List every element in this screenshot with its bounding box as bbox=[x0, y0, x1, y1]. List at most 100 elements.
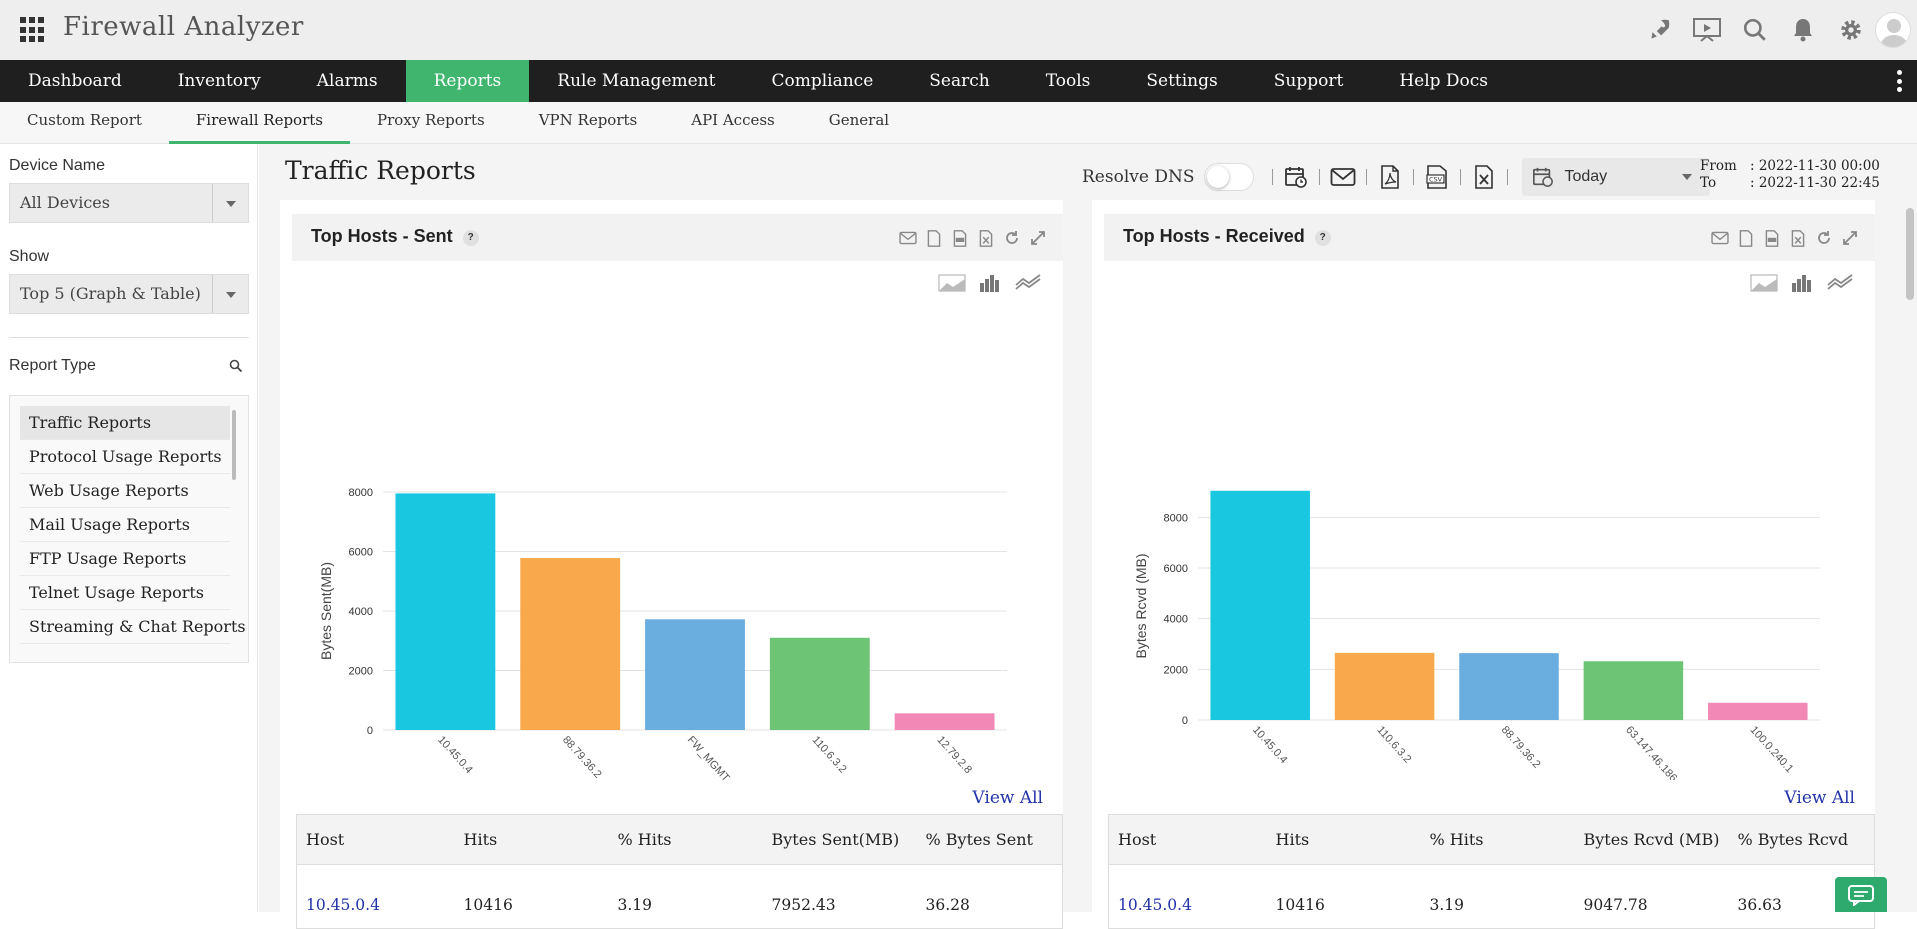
gear-icon[interactable] bbox=[1827, 10, 1875, 50]
table-cell: 36.63 bbox=[1737, 895, 1782, 914]
report-type-telnet[interactable]: Telnet Usage Reports bbox=[20, 576, 230, 610]
nav-alarms[interactable]: Alarms bbox=[316, 71, 378, 91]
excel-icon[interactable] bbox=[1469, 162, 1499, 192]
refresh-icon[interactable] bbox=[999, 227, 1025, 249]
view-all-link[interactable]: View All bbox=[972, 788, 1043, 808]
mail-icon[interactable] bbox=[895, 227, 921, 249]
column-header[interactable]: % Bytes Rcvd bbox=[1728, 814, 1875, 865]
nav-support[interactable]: Support bbox=[1273, 71, 1344, 91]
line-chart-icon[interactable] bbox=[1821, 270, 1859, 296]
column-header[interactable]: % Hits bbox=[608, 814, 763, 865]
table-header-row: Host Hits % Hits Bytes Sent(MB) % Bytes … bbox=[296, 814, 1063, 865]
table-cell: 3.19 bbox=[1429, 895, 1465, 914]
column-header[interactable]: Hits bbox=[454, 814, 609, 865]
column-header[interactable]: Bytes Rcvd (MB) bbox=[1574, 814, 1729, 865]
subnav-proxy-reports[interactable]: Proxy Reports bbox=[377, 111, 485, 129]
column-header[interactable]: Hits bbox=[1266, 814, 1421, 865]
column-header[interactable]: % Bytes Sent bbox=[916, 814, 1063, 865]
refresh-icon[interactable] bbox=[1811, 227, 1837, 249]
nav-settings[interactable]: Settings bbox=[1146, 71, 1218, 91]
mail-icon[interactable] bbox=[1328, 162, 1358, 192]
pdf-icon[interactable] bbox=[1733, 227, 1759, 249]
area-chart-icon[interactable] bbox=[1745, 270, 1783, 296]
nav-compliance[interactable]: Compliance bbox=[771, 71, 874, 91]
subnav-general[interactable]: General bbox=[828, 111, 890, 129]
nav-inventory[interactable]: Inventory bbox=[177, 71, 261, 91]
report-type-mail[interactable]: Mail Usage Reports bbox=[20, 508, 230, 542]
main-nav: Dashboard Inventory Alarms Reports Rule … bbox=[0, 60, 1917, 102]
host-link[interactable]: 10.45.0.4 bbox=[306, 895, 380, 914]
report-type-streaming[interactable]: Streaming & Chat Reports bbox=[20, 610, 246, 644]
csv-icon[interactable] bbox=[1759, 227, 1785, 249]
expand-icon[interactable] bbox=[1837, 227, 1863, 249]
subnav-api-access[interactable]: API Access bbox=[691, 111, 775, 129]
from-value: : 2022-11-30 00:00 bbox=[1750, 158, 1880, 174]
line-chart-icon[interactable] bbox=[1009, 270, 1047, 296]
y-tick-label: 4000 bbox=[1164, 614, 1188, 626]
column-header[interactable]: Host bbox=[296, 814, 455, 865]
search-icon[interactable] bbox=[229, 359, 243, 373]
pdf-icon[interactable] bbox=[1375, 162, 1405, 192]
chat-button[interactable] bbox=[1835, 877, 1887, 912]
resolve-dns-toggle[interactable] bbox=[1204, 163, 1255, 191]
nav-rule-management[interactable]: Rule Management bbox=[557, 71, 716, 91]
help-icon[interactable]: ? bbox=[1314, 230, 1331, 246]
nav-help-docs[interactable]: Help Docs bbox=[1399, 71, 1489, 91]
presentation-icon[interactable] bbox=[1683, 10, 1731, 50]
report-type-web[interactable]: Web Usage Reports bbox=[20, 474, 230, 508]
bar bbox=[1708, 702, 1808, 720]
top-icons bbox=[1635, 10, 1917, 50]
separator bbox=[1272, 169, 1274, 185]
x-tick-label: 10.45.0.4 bbox=[1250, 724, 1290, 766]
separator bbox=[1319, 169, 1321, 185]
search-icon[interactable] bbox=[1731, 10, 1779, 50]
excel-icon[interactable] bbox=[1785, 227, 1811, 249]
user-avatar-icon[interactable] bbox=[1875, 12, 1911, 48]
calendar-icon bbox=[1533, 167, 1554, 187]
table-cell: 7952.43 bbox=[771, 895, 836, 914]
nav-search[interactable]: Search bbox=[929, 71, 990, 91]
rocket-icon[interactable] bbox=[1635, 10, 1683, 50]
y-tick-label: 2000 bbox=[349, 666, 373, 678]
device-select-value: All Devices bbox=[20, 193, 110, 212]
bar-chart-icon[interactable] bbox=[971, 270, 1009, 296]
nav-dashboard[interactable]: Dashboard bbox=[28, 71, 122, 91]
period-select[interactable]: Today bbox=[1522, 158, 1711, 196]
help-icon[interactable]: ? bbox=[462, 230, 479, 246]
page-scrollbar[interactable] bbox=[1906, 208, 1914, 300]
column-header[interactable]: Host bbox=[1108, 814, 1267, 865]
show-select[interactable]: Top 5 (Graph & Table) bbox=[9, 274, 249, 314]
view-all-link[interactable]: View All bbox=[1784, 788, 1855, 808]
subnav-vpn-reports[interactable]: VPN Reports bbox=[538, 111, 638, 129]
bar bbox=[395, 493, 496, 730]
mail-icon[interactable] bbox=[1707, 227, 1733, 249]
sub-nav: Custom Report Firewall Reports Proxy Rep… bbox=[0, 102, 1917, 144]
csv-icon[interactable] bbox=[947, 227, 973, 249]
bar-chart-icon[interactable] bbox=[1783, 270, 1821, 296]
schedule-icon[interactable] bbox=[1281, 162, 1311, 192]
nav-tools[interactable]: Tools bbox=[1045, 71, 1091, 91]
expand-icon[interactable] bbox=[1025, 227, 1051, 249]
report-type-protocol[interactable]: Protocol Usage Reports bbox=[20, 440, 230, 474]
table-cell: 10416 bbox=[463, 895, 513, 914]
column-header[interactable]: % Hits bbox=[1420, 814, 1575, 865]
nav-reports[interactable]: Reports bbox=[405, 60, 530, 102]
csv-icon[interactable]: CSV bbox=[1422, 162, 1452, 192]
report-type-ftp[interactable]: FTP Usage Reports bbox=[20, 542, 230, 576]
excel-icon[interactable] bbox=[973, 227, 999, 249]
area-chart-icon[interactable] bbox=[933, 270, 971, 296]
more-vertical-icon[interactable] bbox=[1897, 70, 1903, 92]
subnav-firewall-reports[interactable]: Firewall Reports bbox=[168, 102, 350, 144]
report-type-traffic[interactable]: Traffic Reports bbox=[20, 406, 230, 440]
pdf-icon[interactable] bbox=[921, 227, 947, 249]
column-header[interactable]: Bytes Sent(MB) bbox=[762, 814, 917, 865]
host-link[interactable]: 10.45.0.4 bbox=[1118, 895, 1192, 914]
apps-grid-icon[interactable] bbox=[20, 17, 46, 43]
bell-icon[interactable] bbox=[1779, 10, 1827, 50]
subnav-custom-report[interactable]: Custom Report bbox=[27, 111, 142, 129]
device-select[interactable]: All Devices bbox=[9, 183, 249, 223]
top-bar: Firewall Analyzer bbox=[0, 0, 1917, 60]
list-scrollbar[interactable] bbox=[232, 410, 236, 480]
date-range: From: 2022-11-30 00:00 To: 2022-11-30 22… bbox=[1700, 158, 1880, 192]
bar bbox=[1334, 652, 1435, 720]
